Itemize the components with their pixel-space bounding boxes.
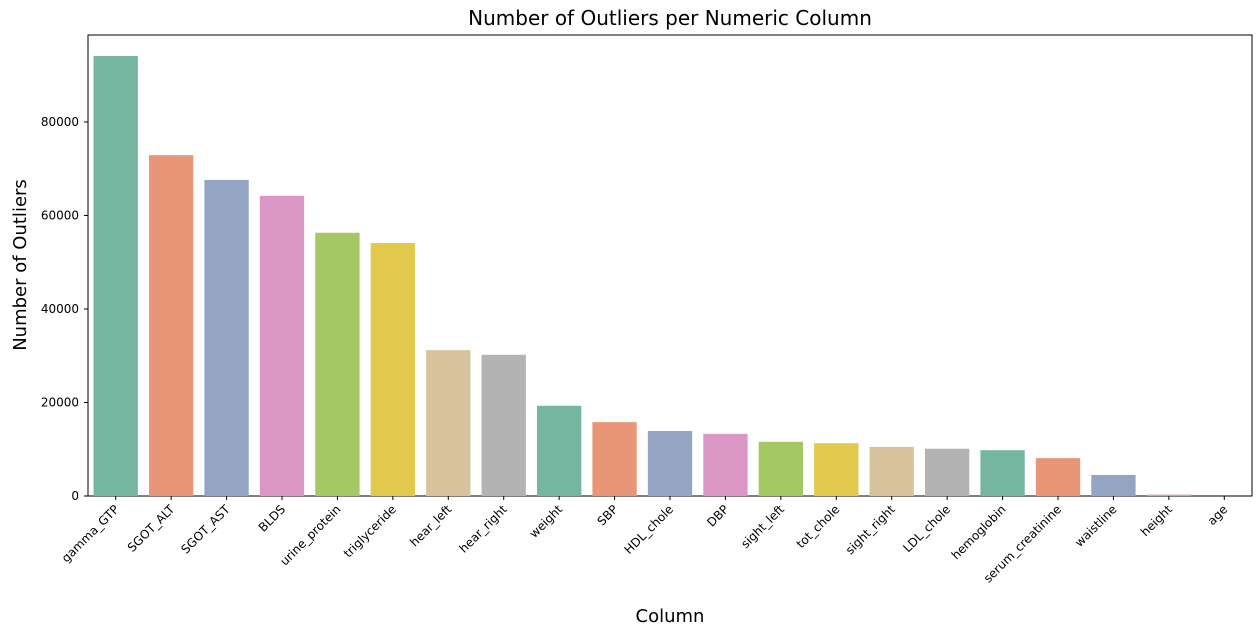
- chart-title: Number of Outliers per Numeric Column: [468, 6, 872, 30]
- x-tick-label: weight: [527, 502, 566, 541]
- x-tick-label: hear_left: [407, 502, 454, 549]
- y-tick-label: 0: [71, 489, 79, 503]
- x-tick-label: SGOT_AST: [178, 502, 233, 557]
- x-tick-label: HDL_chole: [622, 502, 677, 557]
- bar: [703, 433, 748, 496]
- bar: [481, 354, 526, 496]
- y-tick-label: 80000: [41, 115, 79, 129]
- x-tick-label: DBP: [704, 502, 731, 529]
- x-tick-label: triglyceride: [341, 502, 399, 560]
- y-tick-label: 40000: [41, 302, 79, 316]
- x-tick-label: hear_right: [456, 502, 510, 556]
- bar: [204, 179, 249, 496]
- x-tick-label: height: [1138, 502, 1175, 539]
- bar: [814, 443, 859, 496]
- bar: [426, 350, 471, 496]
- bar: [980, 450, 1025, 496]
- x-tick-label: sight_left: [738, 502, 787, 551]
- x-tick-label: SGOT_ALT: [125, 502, 178, 555]
- bar: [315, 232, 360, 497]
- bar: [758, 441, 804, 496]
- x-tick-label: BLDS: [256, 502, 288, 534]
- bar: [93, 56, 138, 497]
- y-tick-label: 20000: [41, 395, 79, 409]
- bar: [1091, 474, 1136, 496]
- x-tick-label: sight_right: [843, 502, 898, 557]
- bar: [148, 155, 194, 496]
- y-tick-label: 60000: [41, 208, 79, 222]
- x-axis-label: Column: [636, 606, 705, 627]
- x-tick-label: tot_chole: [794, 502, 843, 551]
- bar: [592, 422, 637, 496]
- bar: [647, 431, 693, 496]
- x-tick-label: waistline: [1072, 502, 1119, 549]
- bar: [536, 405, 582, 496]
- bar: [1035, 458, 1081, 496]
- x-tick-label: gamma_GTP: [59, 502, 122, 565]
- bar: [259, 195, 305, 496]
- bar: [924, 448, 970, 496]
- bar: [370, 243, 416, 496]
- x-tick-label: SBP: [594, 502, 620, 528]
- bar: [869, 446, 914, 496]
- x-tick-label: hemoglobin: [949, 502, 1009, 562]
- bar: [1146, 494, 1192, 496]
- y-axis-label: Number of Outliers: [10, 179, 31, 351]
- x-tick-label: age: [1205, 502, 1231, 528]
- x-tick-label: LDL_chole: [900, 502, 953, 555]
